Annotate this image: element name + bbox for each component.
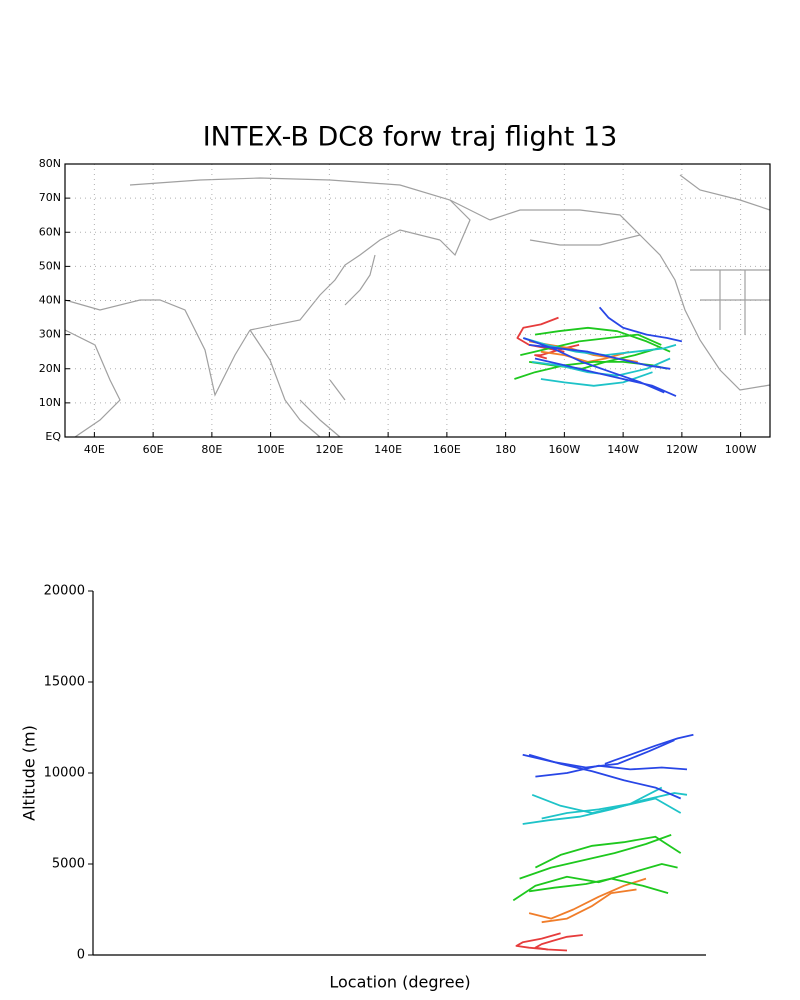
coastline — [439, 199, 471, 257]
x-tick-label: 120E — [315, 443, 343, 456]
y-tick-label: 20000 — [44, 584, 85, 599]
x-tick-label: 180 — [495, 443, 516, 456]
y-tick-label: 50N — [39, 259, 61, 272]
x-axis-label: Location (degree) — [329, 973, 470, 992]
coastline — [64, 329, 121, 438]
altitude-line — [534, 934, 583, 951]
y-tick-label: 0 — [77, 948, 85, 963]
y-tick-label: 60N — [39, 225, 61, 238]
trajectory — [598, 306, 683, 343]
y-tick-label: 80N — [39, 157, 61, 170]
coastline — [249, 329, 321, 438]
x-tick-label: 160W — [548, 443, 580, 456]
altitude-line — [535, 764, 688, 778]
altitude-line — [541, 888, 637, 924]
x-tick-label: 60E — [143, 443, 164, 456]
x-tick-label: 40E — [84, 443, 105, 456]
coastline — [299, 379, 346, 438]
y-tick-label: 70N — [39, 191, 61, 204]
y-tick-label: 5000 — [52, 857, 85, 872]
trajectory — [534, 357, 677, 397]
y-tick-label: 15000 — [44, 675, 85, 690]
x-tick-label: 120W — [666, 443, 698, 456]
trajectory — [520, 333, 662, 356]
y-axis-label: Altitude (m) — [20, 725, 39, 821]
x-tick-label: 80E — [201, 443, 222, 456]
coastline — [639, 234, 771, 391]
coastline — [489, 209, 642, 246]
y-tick-label: EQ — [45, 430, 61, 443]
x-tick-label: 100E — [257, 443, 285, 456]
altitude-line — [604, 733, 694, 765]
x-tick-label: 100W — [725, 443, 757, 456]
altitude-line — [534, 835, 682, 869]
y-tick-label: 10000 — [44, 766, 85, 781]
coastline — [249, 229, 441, 331]
y-tick-label: 30N — [39, 328, 61, 341]
map-frame — [64, 163, 771, 438]
altitude-line — [528, 877, 647, 920]
altitude-line — [519, 834, 672, 880]
coastline — [64, 299, 251, 397]
altitude-line — [528, 877, 669, 894]
coastline — [344, 254, 376, 306]
y-tick-label: 10N — [39, 396, 61, 409]
y-tick-label: 20N — [39, 362, 61, 375]
coastlines — [64, 174, 771, 438]
x-tick-label: 160E — [433, 443, 461, 456]
y-tick-label: 40N — [39, 294, 61, 307]
altitude-line — [528, 753, 682, 800]
trajectory — [534, 326, 671, 353]
altitude-line — [531, 793, 682, 814]
x-tick-label: 140W — [607, 443, 639, 456]
x-tick-label: 140E — [374, 443, 402, 456]
altitude-line — [541, 786, 663, 820]
map-title: INTEX-B DC8 forw traj flight 13 — [203, 122, 618, 153]
trajectory — [528, 344, 671, 370]
